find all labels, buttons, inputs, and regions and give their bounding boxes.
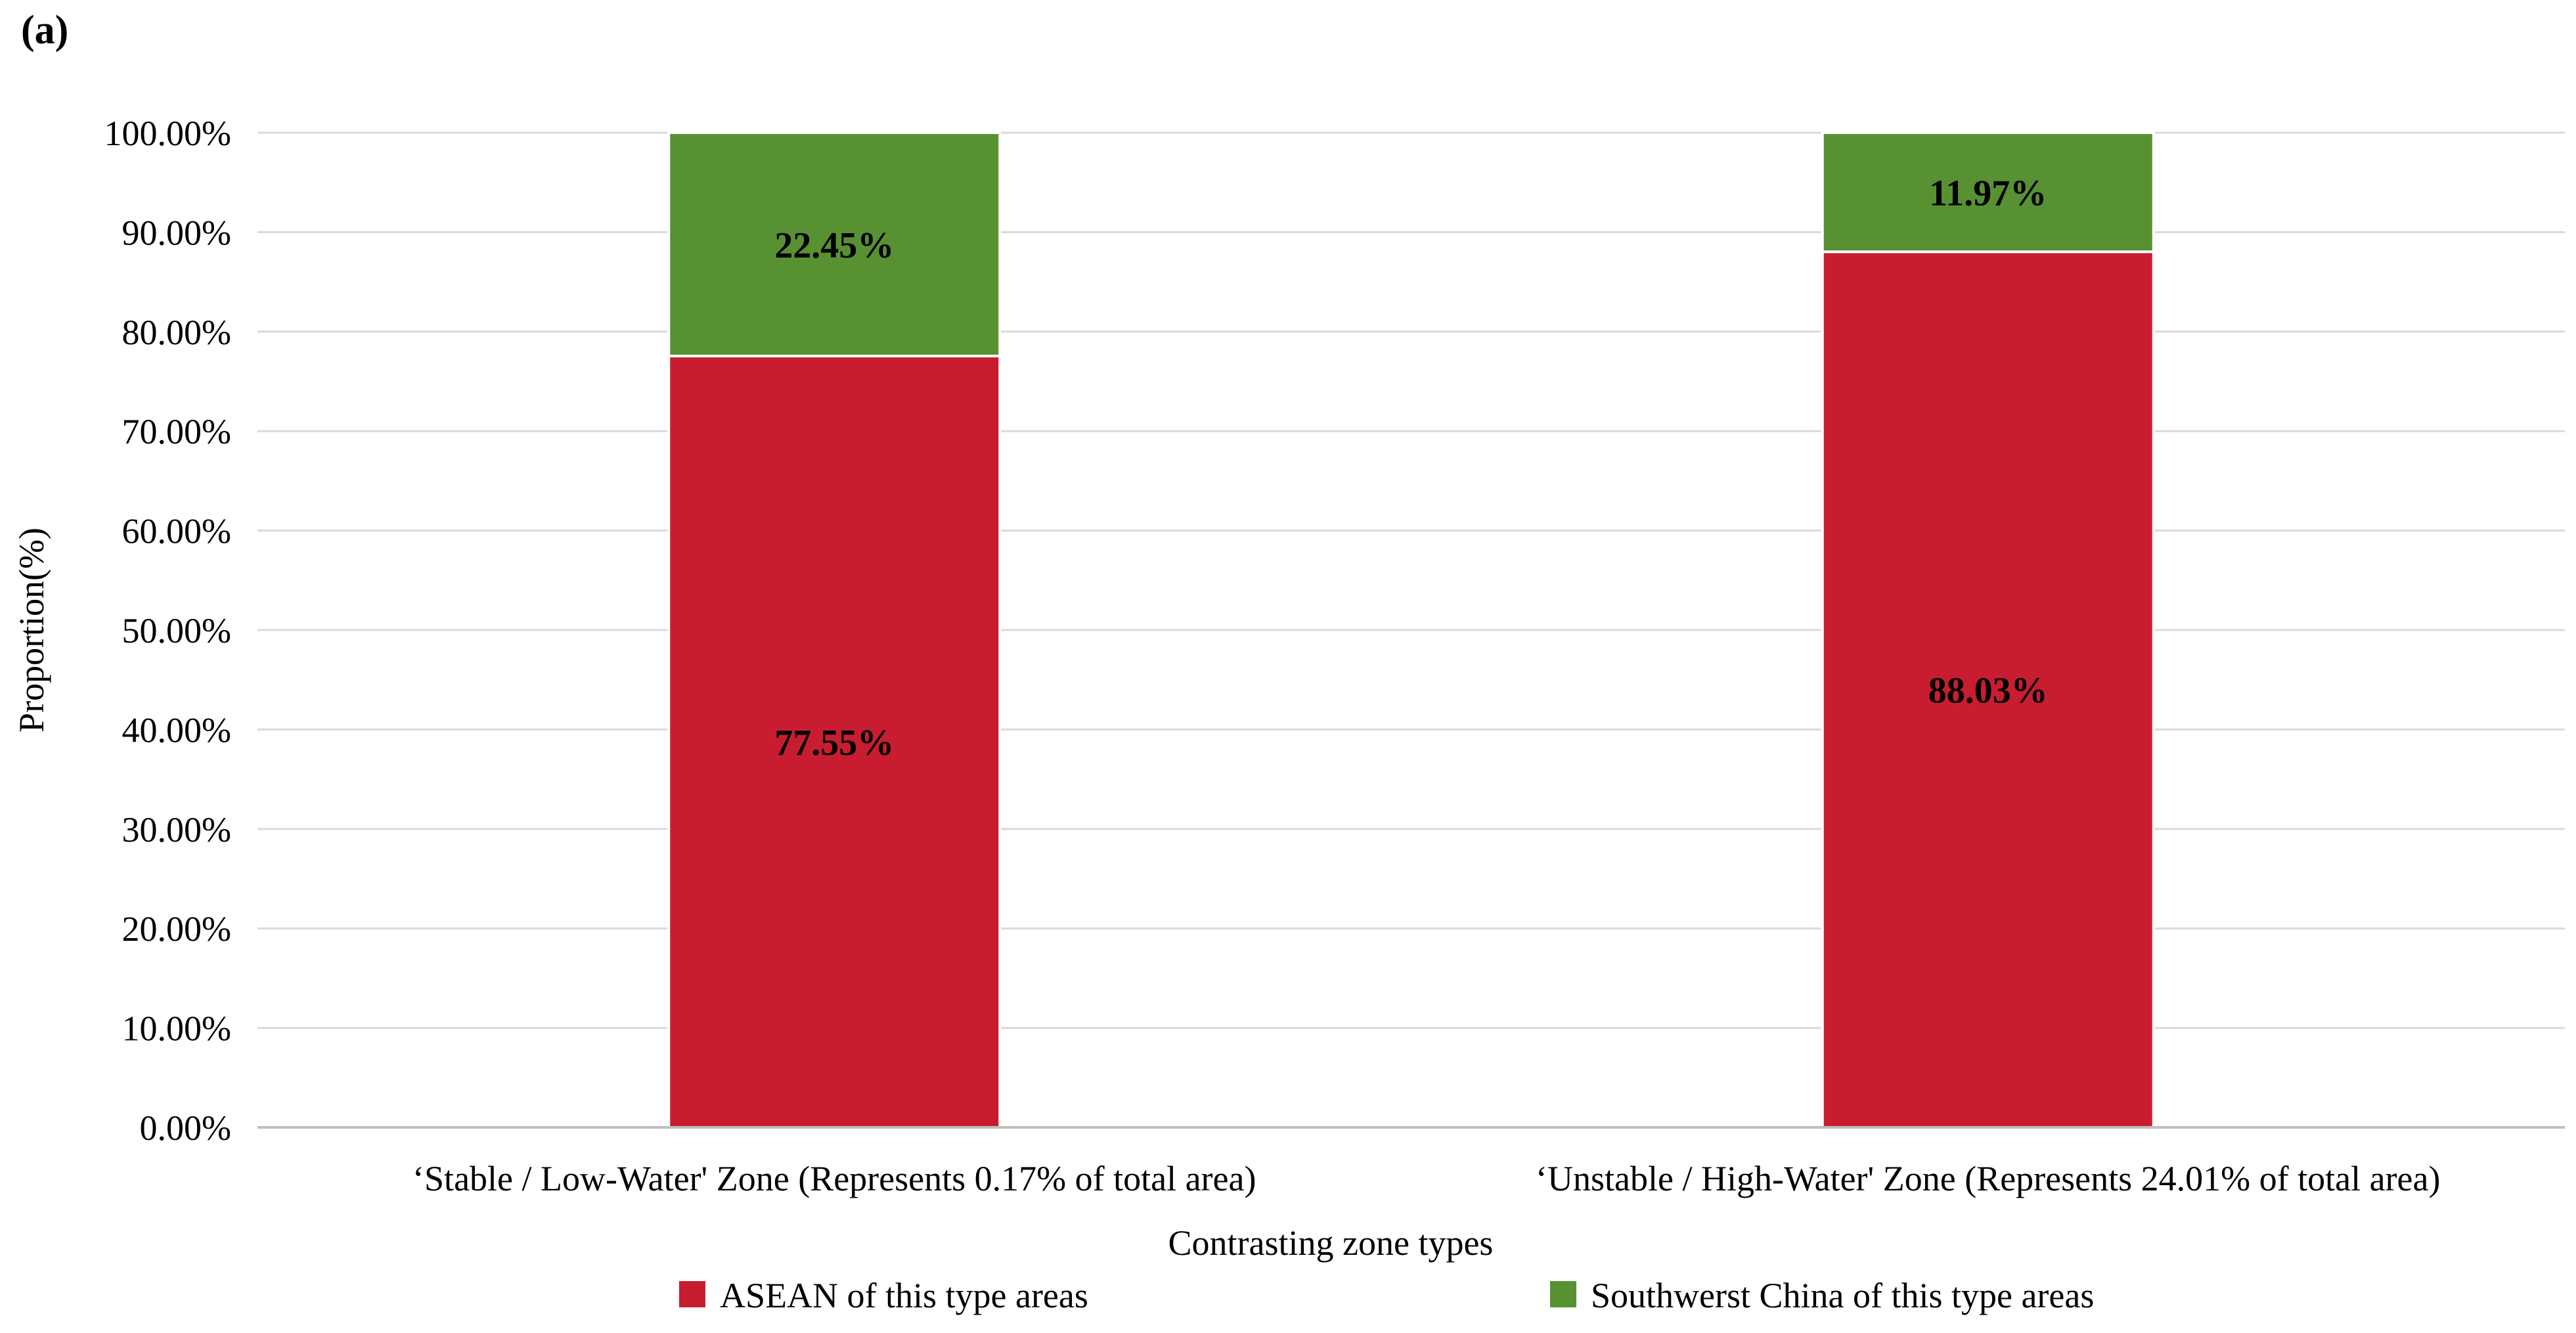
bar-segment xyxy=(1821,131,2155,254)
y-tick-label: 10.00% xyxy=(122,1009,231,1049)
y-tick-label: 40.00% xyxy=(122,710,231,750)
x-tick-label: ‘Stable / Low-Water' Zone (Represents 0.… xyxy=(412,1159,1256,1198)
data-labels: 77.55% 22.45% 88.03% 11.97% xyxy=(774,173,2048,763)
legend-swatch xyxy=(679,1281,705,1307)
y-tick-label: 0.00% xyxy=(140,1108,231,1148)
data-label: 22.45% xyxy=(774,225,894,266)
data-label: 77.55% xyxy=(774,723,894,763)
x-tick-label: ‘Unstable / High-Water' Zone (Represents… xyxy=(1536,1159,2440,1198)
y-tick-label: 100.00% xyxy=(104,114,231,153)
y-tick-label: 80.00% xyxy=(122,313,231,352)
panel-label: (a) xyxy=(21,8,68,53)
gridlines xyxy=(257,131,2565,1029)
y-tick-label: 60.00% xyxy=(122,512,231,551)
y-axis-title: Proportion(%) xyxy=(12,528,51,733)
data-label: 11.97% xyxy=(1929,173,2047,214)
x-axis-title: Contrasting zone types xyxy=(1168,1223,1494,1263)
y-tick-label: 20.00% xyxy=(122,909,231,949)
legend-label: ASEAN of this type areas xyxy=(720,1276,1088,1315)
legend-swatch xyxy=(1550,1281,1576,1307)
bar-segment xyxy=(667,131,1002,357)
legend-label: Southwerst China of this type areas xyxy=(1591,1276,2094,1315)
y-tick-label: 50.00% xyxy=(122,611,231,650)
y-tick-labels: 0.00% 10.00% 20.00% 30.00% 40.00% 50.00% 60.00… xyxy=(104,114,231,1148)
data-label: 88.03% xyxy=(1928,671,2048,712)
y-tick-label: 70.00% xyxy=(122,412,231,451)
x-tick-labels: ‘Stable / Low-Water' Zone (Represents 0.… xyxy=(412,1159,2440,1198)
legend: ASEAN of this type areas Southwerst China… xyxy=(679,1276,2094,1315)
y-tick-label: 30.00% xyxy=(122,810,231,849)
y-tick-label: 90.00% xyxy=(122,213,231,252)
